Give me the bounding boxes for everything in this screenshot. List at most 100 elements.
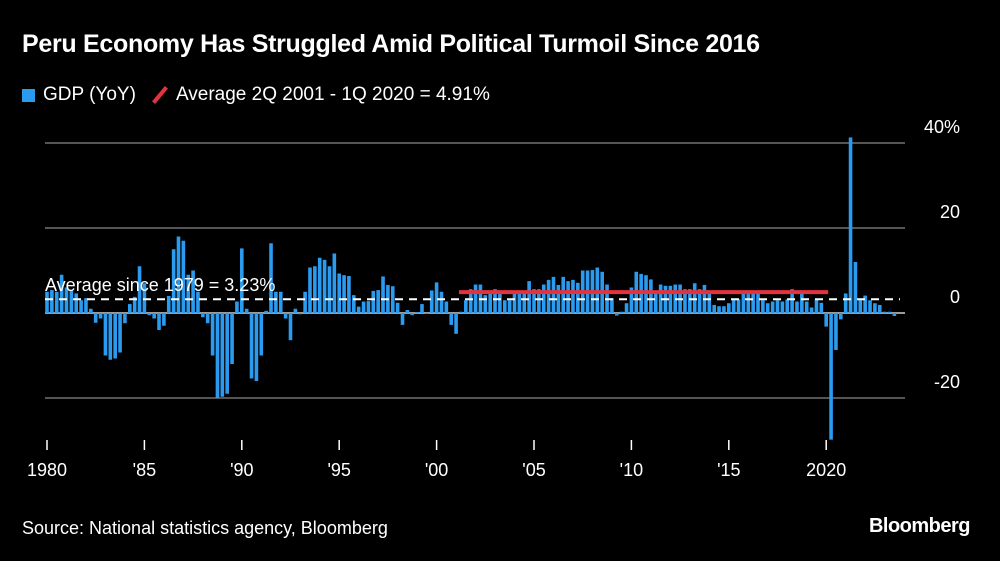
gdp-bar bbox=[887, 311, 892, 313]
gdp-bar bbox=[235, 301, 239, 313]
gdp-bar bbox=[176, 236, 181, 313]
gdp-bar bbox=[829, 313, 833, 440]
legend-gdp-swatch bbox=[22, 88, 35, 102]
gdp-bar bbox=[488, 293, 492, 313]
gdp-bar bbox=[809, 307, 814, 313]
gdp-bar bbox=[468, 289, 473, 313]
gdp-bar bbox=[439, 291, 444, 313]
gdp-bar bbox=[288, 313, 293, 341]
gdp-bar bbox=[376, 290, 380, 313]
gdp-bar bbox=[400, 313, 405, 325]
x-tick-label: '05 bbox=[522, 460, 545, 480]
gdp-bar bbox=[858, 299, 863, 313]
gdp-bar bbox=[54, 291, 59, 313]
gdp-bar bbox=[118, 313, 122, 353]
y-tick-label: 20 bbox=[940, 202, 960, 222]
gdp-bar bbox=[152, 313, 156, 319]
gdp-bar bbox=[454, 313, 458, 334]
gdp-bar bbox=[668, 285, 673, 313]
gdp-bar bbox=[824, 313, 828, 327]
gdp-bar bbox=[327, 266, 332, 313]
gdp-bar bbox=[653, 293, 658, 313]
gdp-bar bbox=[658, 284, 663, 313]
gdp-bar bbox=[415, 312, 419, 313]
gdp-bar bbox=[770, 301, 775, 313]
gdp-bar bbox=[746, 293, 751, 313]
legend-average-label: Average 2Q 2001 - 1Q 2020 = 4.91% bbox=[175, 84, 490, 105]
gdp-bar bbox=[181, 240, 186, 313]
gdp-bar bbox=[649, 279, 653, 313]
gdp-bar bbox=[785, 299, 790, 313]
gdp-bar bbox=[498, 291, 502, 313]
gdp-bar bbox=[352, 295, 356, 313]
gdp-bar bbox=[420, 304, 424, 313]
gdp-bar bbox=[225, 313, 229, 394]
gdp-bar bbox=[142, 283, 147, 313]
gdp-bar bbox=[780, 301, 785, 313]
gdp-bar bbox=[259, 313, 264, 356]
gdp-bar bbox=[576, 282, 580, 313]
gdp-bar bbox=[274, 291, 278, 313]
x-tick-label: '10 bbox=[620, 460, 643, 480]
gdp-bar bbox=[337, 273, 341, 313]
gdp-bar bbox=[614, 313, 619, 316]
gdp-bar bbox=[108, 313, 113, 360]
gdp-bar bbox=[517, 293, 522, 313]
gdp-bar bbox=[230, 313, 234, 364]
x-tick-label: '00 bbox=[425, 460, 448, 480]
gdp-bar bbox=[483, 295, 488, 313]
gdp-bar bbox=[629, 287, 634, 313]
gdp-bar bbox=[873, 303, 877, 313]
x-tick-label: '95 bbox=[327, 460, 350, 480]
gdp-bar bbox=[464, 300, 468, 313]
gdp-bar bbox=[366, 301, 371, 313]
gdp-bar bbox=[814, 299, 819, 313]
gdp-bar bbox=[69, 290, 74, 313]
x-tick-label: '85 bbox=[133, 460, 156, 480]
gdp-bar bbox=[244, 308, 249, 313]
bloomberg-logo: Bloomberg bbox=[868, 515, 971, 537]
gdp-bar bbox=[79, 300, 83, 313]
gdp-bar bbox=[761, 300, 765, 313]
gdp-bar bbox=[45, 291, 49, 313]
gdp-bar bbox=[147, 313, 152, 316]
gdp-bar bbox=[892, 313, 897, 316]
gdp-bar bbox=[727, 303, 731, 313]
gdp-bar bbox=[473, 284, 478, 313]
gdp-bar bbox=[303, 291, 307, 313]
gdp-bar bbox=[113, 313, 117, 359]
gdp-bar bbox=[882, 311, 887, 313]
gdp-bar bbox=[444, 301, 449, 313]
gdp-bar bbox=[619, 311, 624, 313]
gdp-bar bbox=[731, 299, 736, 313]
gdp-bar bbox=[254, 313, 259, 381]
gdp-bar bbox=[264, 310, 268, 313]
gdp-bar bbox=[293, 308, 298, 313]
gdp-bar bbox=[712, 304, 716, 313]
gdp-bar bbox=[186, 274, 191, 313]
gdp-bar bbox=[512, 293, 517, 313]
gdp-bar bbox=[157, 313, 161, 330]
y-tick-label: -20 bbox=[934, 372, 960, 392]
gdp-bar bbox=[74, 293, 79, 313]
x-tick-label: 2020 bbox=[806, 460, 846, 480]
gdp-bar bbox=[819, 302, 824, 313]
gdp-bar bbox=[361, 301, 366, 313]
gdp-bar bbox=[132, 296, 137, 313]
gdp-bar bbox=[717, 306, 721, 313]
x-tick-label: '90 bbox=[230, 460, 253, 480]
gdp-bar bbox=[493, 289, 497, 313]
gdp-bar bbox=[429, 290, 434, 313]
gdp-bar bbox=[692, 283, 697, 313]
gdp-bar bbox=[347, 276, 351, 313]
gdp-bar bbox=[84, 298, 88, 313]
gdp-bar bbox=[868, 300, 872, 313]
gdp-bar bbox=[425, 313, 429, 314]
gdp-bar bbox=[215, 313, 220, 398]
gdp-bar bbox=[356, 306, 361, 313]
gdp-bar bbox=[624, 303, 629, 313]
gdp-bar bbox=[502, 300, 507, 313]
gdp-bar bbox=[196, 291, 200, 313]
gdp-bar bbox=[210, 313, 215, 356]
